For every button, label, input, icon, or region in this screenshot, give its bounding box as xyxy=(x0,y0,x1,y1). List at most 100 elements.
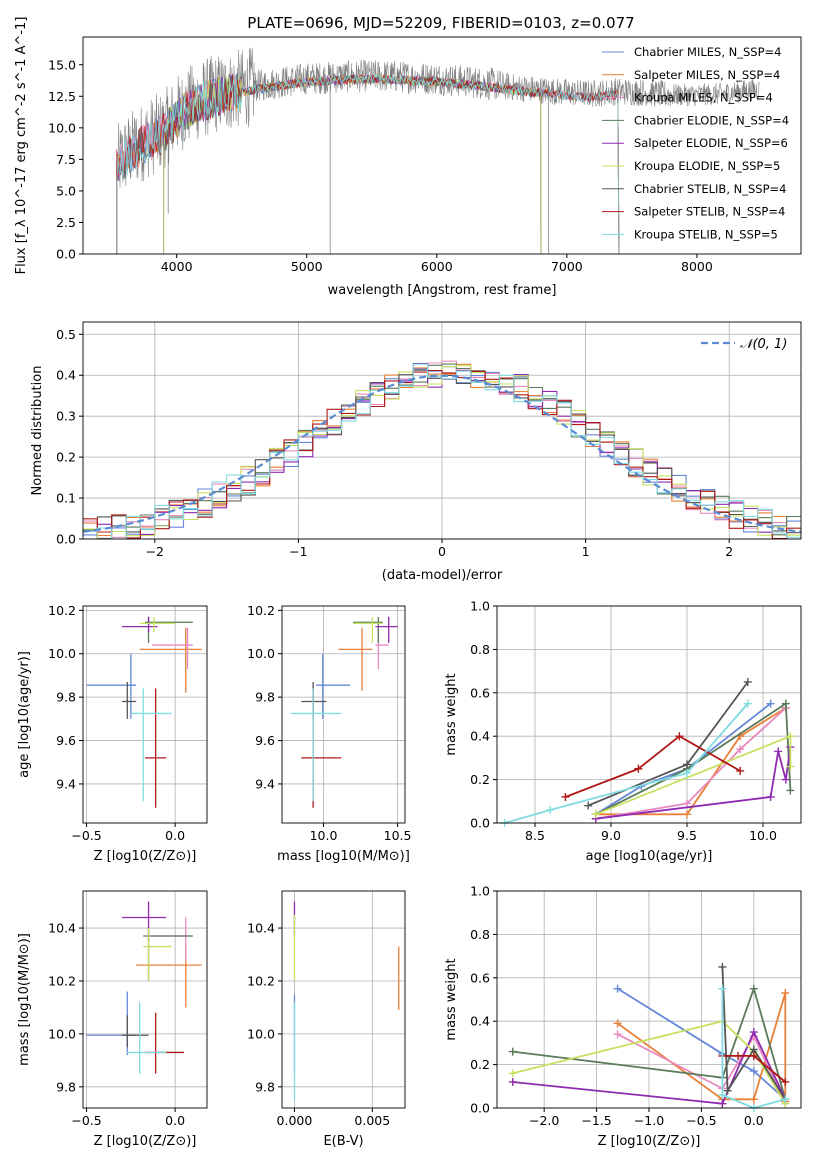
weight-marker xyxy=(591,810,600,819)
x-tick-label: 0 xyxy=(438,544,446,559)
weight-line xyxy=(512,985,787,1100)
weight-line xyxy=(565,735,741,798)
y-tick-label: 0.3 xyxy=(56,409,76,424)
x-tick-label: 0.0 xyxy=(165,1113,185,1128)
legend-label: Salpeter MILES, N_SSP=4 xyxy=(634,68,780,82)
y-tick-label: 10.2 xyxy=(48,973,76,988)
weight-marker xyxy=(675,732,684,741)
axes-frame xyxy=(82,321,802,540)
y-tick-label: 12.5 xyxy=(48,89,76,104)
y-axis-label: age [log10(age/yr)] xyxy=(17,651,32,778)
weight-line xyxy=(722,1055,786,1083)
x-axis-label: Z [log10(Z/Z⊙)] xyxy=(94,849,197,864)
y-axis-label: mass weight xyxy=(444,958,459,1040)
y-axis-label: mass weight xyxy=(444,673,459,755)
y-tick-label: 1.0 xyxy=(470,884,490,899)
weight-vs-age-panel: 8.5 9.0 9.5 10.0 0.0 0.2 0.4 0.6 0.8 1.0 age [log1… xyxy=(444,599,802,864)
x-tick-label: 1 xyxy=(582,544,590,559)
weight-marker xyxy=(613,984,622,993)
observed-spectrum xyxy=(117,47,760,188)
weight-marker xyxy=(736,745,745,754)
x-tick-label: −1 xyxy=(289,544,307,559)
x-tick-label: 6000 xyxy=(421,259,453,274)
weight-line xyxy=(512,1020,787,1105)
weight-marker xyxy=(749,1028,758,1037)
y-tick-label: 0.6 xyxy=(470,970,490,985)
weight-marker xyxy=(781,988,790,997)
gaussian-curve xyxy=(82,374,802,533)
weight-marker xyxy=(508,1077,517,1086)
legend-label: Kroupa STELIB, N_SSP=5 xyxy=(634,227,778,241)
x-tick-label: 4000 xyxy=(161,259,193,274)
y-tick-label: 0.6 xyxy=(470,685,490,700)
weight-marker xyxy=(786,762,795,771)
legend-label: Kroupa MILES, N_SSP=4 xyxy=(634,91,773,105)
weight-marker xyxy=(749,1067,758,1076)
x-tick-label: 10.0 xyxy=(749,828,777,843)
y-tick-label: 1.0 xyxy=(470,599,490,614)
y-tick-label: 10.2 xyxy=(247,973,275,988)
weight-marker xyxy=(774,747,783,756)
y-tick-label: 9.4 xyxy=(56,776,76,791)
weight-line xyxy=(595,702,772,816)
x-axis-label: (data-model)/error xyxy=(382,568,503,583)
weight-line xyxy=(595,734,792,816)
y-tick-label: 0.4 xyxy=(56,368,76,383)
y-tick-label: 9.8 xyxy=(255,690,275,705)
x-tick-label: −2 xyxy=(146,544,164,559)
weight-marker xyxy=(736,766,745,775)
weight-line xyxy=(512,1029,787,1105)
x-axis-label: Z [log10(Z/Z⊙)] xyxy=(94,1134,197,1149)
x-tick-label: −0.5 xyxy=(71,1113,101,1128)
weight-line xyxy=(595,746,792,820)
weight-marker xyxy=(786,732,795,741)
y-tick-label: 9.8 xyxy=(56,1079,76,1094)
weight-line xyxy=(504,703,749,824)
weight-marker xyxy=(508,1047,517,1056)
weight-line xyxy=(721,966,787,1100)
age-vs-mass-panel: 10.0 10.5 9.4 9.6 9.8 10.0 10.2 mass [log10(M/M… xyxy=(247,603,411,864)
y-tick-label: 10.2 xyxy=(247,603,275,618)
legend-label: Chabrier ELODIE, N_SSP=4 xyxy=(634,113,789,127)
y-tick-label: 10.0 xyxy=(247,1026,275,1041)
x-tick-label: 10.5 xyxy=(384,828,412,843)
y-tick-label: 10.4 xyxy=(247,921,275,936)
y-tick-label: 9.8 xyxy=(255,1079,275,1094)
weight-marker xyxy=(546,805,555,814)
weight-line xyxy=(721,988,786,1109)
weight-marker xyxy=(683,769,691,778)
axes-frame xyxy=(281,890,406,1109)
residuals-panel: −2 −1 0 1 2 0.0 0.1 0.2 0.3 0.4 0.5 (data-model)/er… xyxy=(30,321,802,583)
weight-marker xyxy=(508,1069,517,1078)
y-tick-label: 0.8 xyxy=(470,927,490,942)
residual-histogram xyxy=(83,363,801,539)
axes-frame xyxy=(496,890,802,1109)
x-tick-label: 5000 xyxy=(291,259,323,274)
weight-marker xyxy=(766,699,775,708)
figure-title: PLATE=0696, MJD=52209, FIBERID=0103, z=0… xyxy=(247,14,634,32)
x-axis-label: wavelength [Angstrom, rest frame] xyxy=(328,283,557,298)
weight-marker xyxy=(781,1077,790,1086)
y-tick-label: 5.0 xyxy=(56,183,76,198)
weight-marker xyxy=(786,786,795,795)
weight-marker xyxy=(743,699,752,708)
y-tick-label: 10.0 xyxy=(48,120,76,135)
y-axis-label: Normed distribution xyxy=(30,366,45,496)
legend-label: 𝒩(0, 1) xyxy=(740,337,787,352)
x-tick-label: −0.5 xyxy=(71,828,101,843)
y-tick-label: 10.0 xyxy=(247,646,275,661)
weight-marker xyxy=(613,1030,622,1039)
x-tick-label: 0.000 xyxy=(277,1113,313,1128)
weight-marker xyxy=(683,799,691,808)
x-tick-label: −1.5 xyxy=(581,1113,611,1128)
y-tick-label: 0.0 xyxy=(470,1101,490,1116)
y-tick-label: 0.5 xyxy=(56,327,76,342)
y-tick-label: 0.4 xyxy=(470,1014,490,1029)
weight-marker xyxy=(718,984,727,993)
weight-marker xyxy=(781,699,790,708)
y-tick-label: 0.0 xyxy=(56,532,76,547)
weight-marker xyxy=(743,677,752,686)
x-axis-label: mass [log10(M/M⊙)] xyxy=(277,849,410,864)
y-tick-label: 9.6 xyxy=(56,733,76,748)
